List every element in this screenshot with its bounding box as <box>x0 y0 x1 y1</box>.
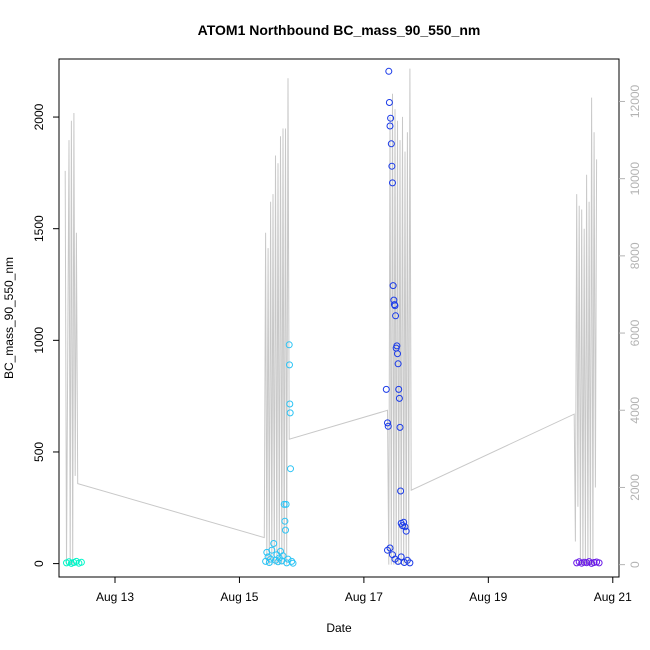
data-point <box>286 400 294 408</box>
data-point <box>387 140 395 148</box>
data-point <box>280 500 288 508</box>
data-point <box>274 558 282 566</box>
y-left-tick-label: 1000 <box>32 327 46 354</box>
data-point <box>285 341 293 349</box>
y-right-tick-label: 10000 <box>628 162 642 196</box>
x-tick-label: Aug 17 <box>345 590 383 604</box>
data-point <box>289 559 297 567</box>
data-point <box>284 555 292 563</box>
data-point <box>286 361 293 369</box>
data-point <box>386 544 394 552</box>
data-point <box>402 527 410 535</box>
data-point <box>400 518 408 526</box>
data-point <box>389 179 396 187</box>
data-point <box>396 423 404 431</box>
data-point <box>401 523 409 531</box>
data-point <box>265 559 273 566</box>
data-point <box>385 67 393 75</box>
data-point <box>288 557 296 565</box>
y-right-tick-label: 0 <box>628 561 642 568</box>
x-axis: Aug 13 Aug 15 Aug 17 Aug 19 Aug 21 <box>96 577 632 604</box>
data-point <box>389 282 397 290</box>
x-tick-label: Aug 21 <box>594 590 632 604</box>
data-point <box>287 465 294 473</box>
data-point <box>397 487 405 495</box>
data-point <box>391 302 399 310</box>
data-point <box>268 546 276 554</box>
y-axis-label: BC_mass_90_550_nm <box>2 257 16 379</box>
line-series <box>64 68 598 565</box>
line-series-path <box>64 68 598 565</box>
data-point <box>282 500 290 508</box>
data-point <box>270 540 278 547</box>
data-point <box>387 114 395 122</box>
x-axis-label: Date <box>326 621 352 635</box>
data-point <box>393 342 401 350</box>
y-left-tick-label: 0 <box>32 560 46 567</box>
data-point <box>384 419 391 427</box>
y-right-tick-label: 4000 <box>628 397 642 424</box>
data-point <box>286 409 294 417</box>
y-right-tick-label: 12000 <box>628 84 642 118</box>
data-point <box>406 559 414 567</box>
data-point <box>394 350 401 358</box>
y-left-tick-label: 2000 <box>32 103 46 130</box>
data-point <box>385 99 393 106</box>
point-series <box>63 67 603 567</box>
data-point <box>392 312 400 320</box>
data-point <box>267 555 275 563</box>
y-axis-right: 0 2000 4000 6000 8000 10000 12000 <box>619 84 642 568</box>
data-point <box>282 526 289 534</box>
data-point <box>595 559 603 567</box>
data-point <box>279 552 287 560</box>
y-right-tick-label: 2000 <box>628 474 642 501</box>
data-point <box>382 385 390 393</box>
plot-frame <box>58 58 620 578</box>
chart-title: ATOM1 Northbound BC_mass_90_550_nm <box>198 22 481 38</box>
data-point <box>397 553 405 561</box>
data-point <box>388 162 396 170</box>
x-tick-label: Aug 15 <box>220 590 258 604</box>
y-axis-left: 0 500 1000 1500 2000 <box>32 103 59 567</box>
x-tick-label: Aug 19 <box>469 590 507 604</box>
data-point <box>395 394 403 402</box>
data-point <box>590 559 598 566</box>
x-tick-label: Aug 13 <box>96 590 134 604</box>
y-left-tick-label: 1500 <box>32 215 46 242</box>
data-point <box>386 122 394 130</box>
data-point <box>580 558 588 566</box>
y-left-tick-label: 500 <box>32 442 46 462</box>
y-right-tick-label: 8000 <box>628 242 642 269</box>
data-point <box>281 517 289 525</box>
y-right-tick-label: 6000 <box>628 319 642 346</box>
data-point <box>395 385 403 393</box>
data-point <box>394 360 402 368</box>
data-point <box>77 558 85 566</box>
data-point <box>384 422 392 430</box>
